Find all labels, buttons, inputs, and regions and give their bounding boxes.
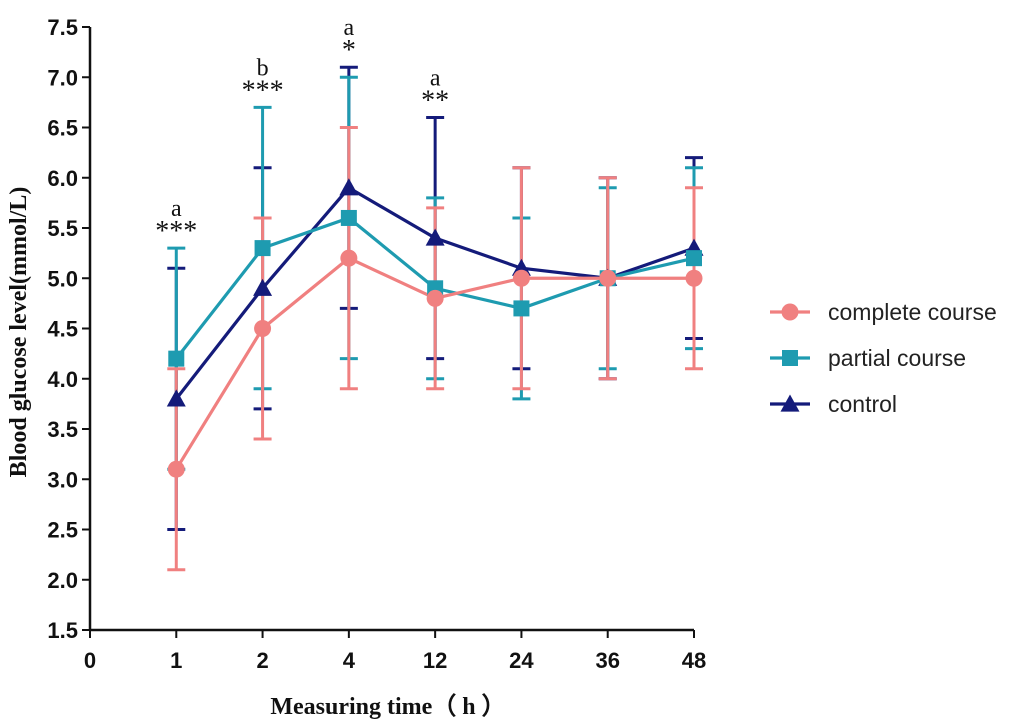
legend-marker	[782, 350, 798, 366]
y-tick-label: 2.0	[47, 568, 78, 593]
data-point	[685, 269, 703, 287]
x-axis-title: Measuring time（ h ）	[270, 693, 505, 720]
data-point	[513, 300, 530, 317]
data-point	[168, 350, 185, 367]
y-tick-label: 5.5	[47, 216, 78, 241]
x-tick-label: 4	[343, 648, 356, 673]
significance-letter: a	[430, 65, 441, 91]
data-point	[166, 389, 186, 407]
legend-label: partial course	[828, 345, 966, 371]
y-tick-label: 1.5	[47, 618, 78, 643]
y-axis-title: Blood glucose level(mmol/L)	[6, 187, 32, 478]
x-tick-label: 2	[256, 648, 268, 673]
data-point	[253, 278, 273, 296]
data-point	[254, 240, 271, 257]
significance-letter: a	[344, 15, 355, 41]
y-tick-label: 4.5	[47, 317, 78, 342]
data-point	[686, 250, 702, 267]
data-point	[339, 178, 359, 196]
data-point	[425, 228, 445, 246]
error-bars	[167, 65, 703, 572]
legend-item: complete course	[770, 299, 997, 325]
series-markers	[166, 178, 704, 478]
x-tick-label: 24	[509, 648, 534, 673]
legend-marker	[780, 394, 800, 412]
significance-stars: ***	[155, 216, 197, 247]
data-point	[512, 269, 530, 287]
x-tick-label: 0	[84, 648, 96, 673]
data-point	[599, 269, 617, 287]
significance-annotations: ***a***b*a**a	[155, 15, 449, 247]
data-point	[167, 460, 185, 478]
legend-item: control	[770, 391, 897, 417]
significance-stars: ***	[242, 75, 284, 106]
y-tick-label: 7.0	[47, 65, 78, 90]
y-tick-label: 3.0	[47, 467, 78, 492]
significance-stars: **	[421, 85, 449, 116]
significance-stars: *	[342, 35, 356, 66]
legend-marker	[781, 303, 799, 321]
y-tick-label: 6.5	[47, 116, 78, 141]
y-tick-label: 5.0	[47, 266, 78, 291]
legend: complete course partial course control	[770, 299, 997, 417]
significance-letter: a	[171, 196, 182, 222]
y-tick-label: 3.5	[47, 417, 78, 442]
x-tick-label: 12	[423, 648, 447, 673]
data-point	[340, 209, 357, 226]
legend-label: control	[828, 391, 897, 417]
significance-letter: b	[257, 55, 269, 81]
data-point	[254, 320, 272, 337]
y-tick-label: 4.0	[47, 367, 78, 392]
x-tick-label: 1	[170, 648, 182, 673]
data-point	[340, 249, 358, 267]
x-tick-label: 36	[595, 648, 619, 673]
y-tick-label: 6.0	[47, 166, 78, 191]
y-tick-label: 2.5	[47, 518, 78, 543]
legend-item: partial course	[770, 345, 966, 371]
y-tick-label: 7.5	[47, 15, 78, 40]
chart-axes: 1.5 2.0 2.5 3.0 3.5 4.0 4.5 5.0 5.5 6.0 6.5 7.0 7.5 0…	[47, 15, 706, 673]
x-tick-label: 48	[682, 648, 706, 673]
legend-label: complete course	[828, 299, 997, 325]
data-point	[426, 289, 444, 307]
